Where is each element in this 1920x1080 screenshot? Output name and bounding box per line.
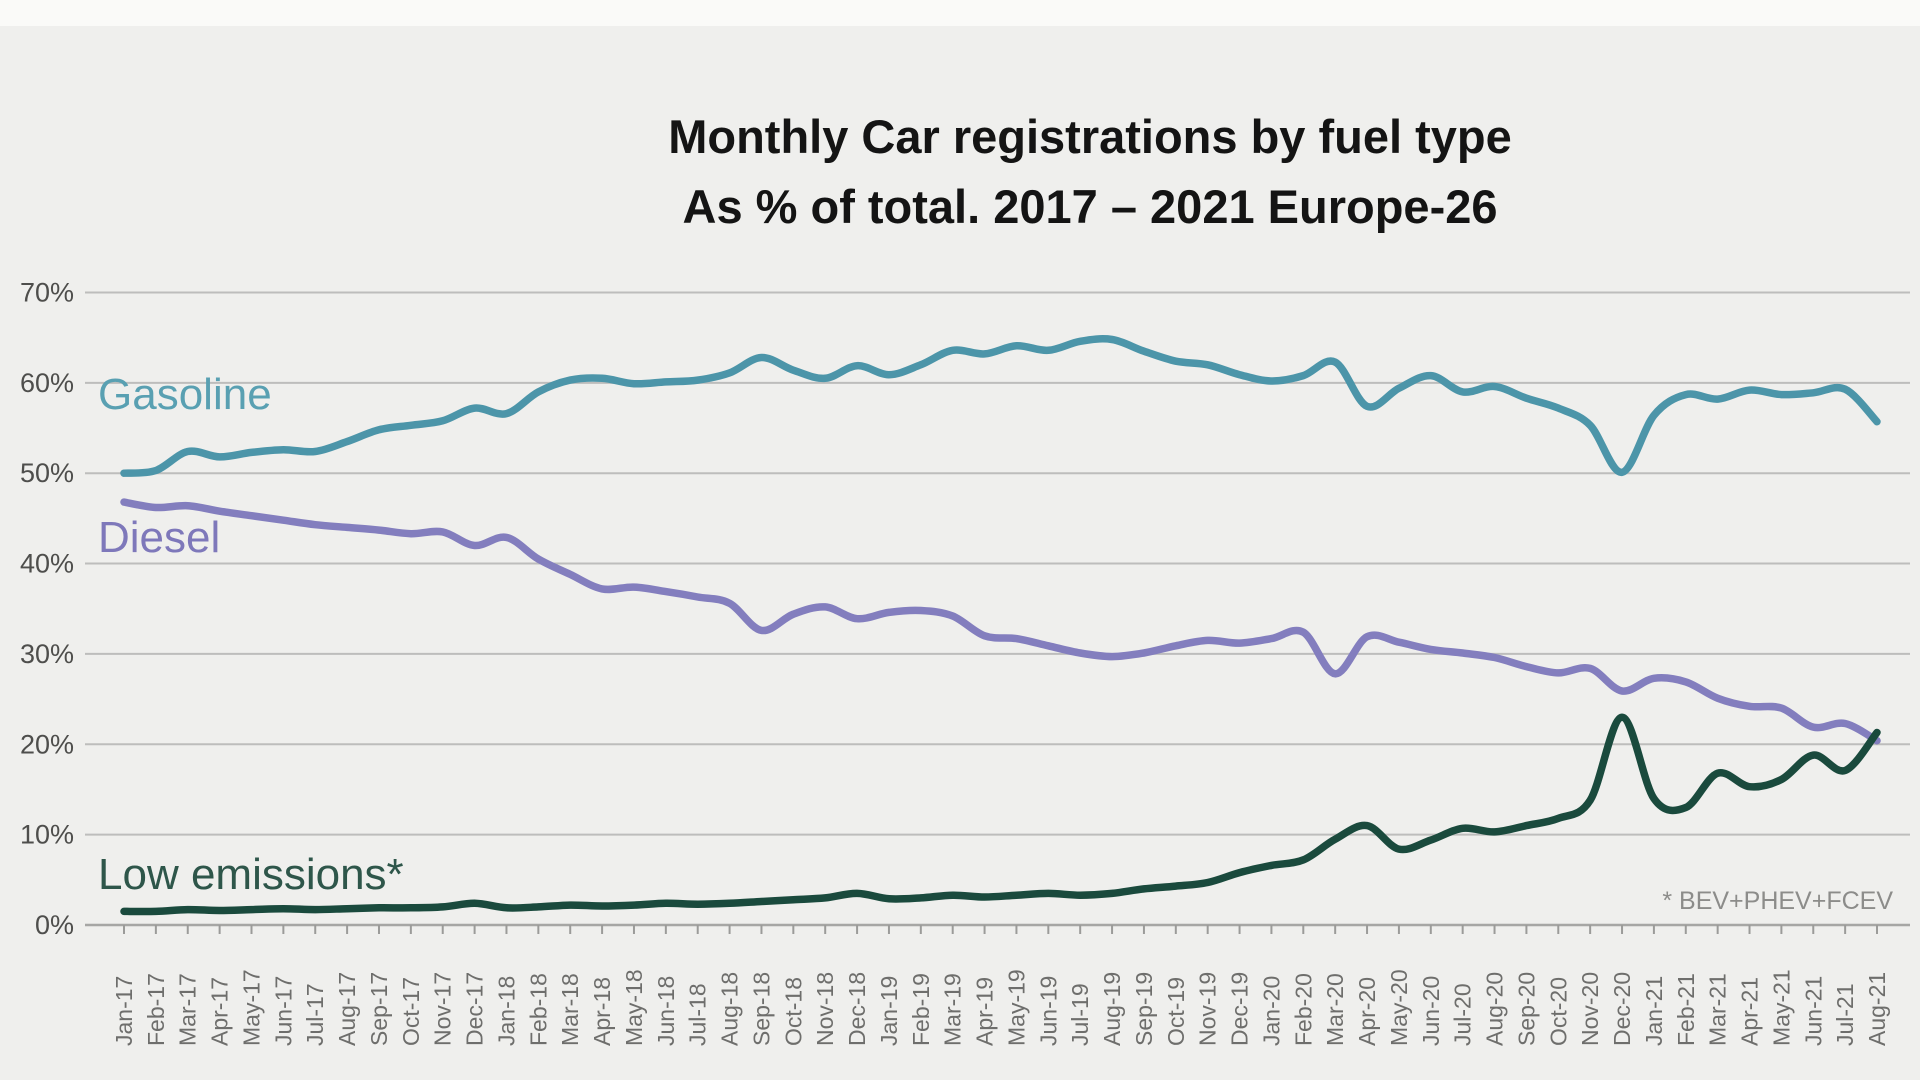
x-tick-label: Jan-19 — [876, 976, 902, 1046]
x-tick-label: Dec-17 — [462, 972, 488, 1046]
legend-label-diesel: Diesel — [98, 513, 220, 562]
x-tick-label: Oct-17 — [398, 977, 424, 1046]
x-tick-label: Feb-20 — [1290, 973, 1316, 1046]
x-tick-label: Mar-18 — [557, 973, 583, 1046]
x-tick-label: Jun-21 — [1800, 976, 1826, 1046]
x-tick-label: May-21 — [1768, 969, 1794, 1046]
legend-label-gasoline: Gasoline — [98, 370, 272, 419]
y-tick-label: 0% — [35, 910, 74, 940]
x-tick-label: May-19 — [1003, 969, 1029, 1046]
chart-title-line2: As % of total. 2017 – 2021 Europe-26 — [682, 180, 1498, 233]
top-margin-strip — [0, 0, 1920, 26]
x-tick-label: Aug-18 — [717, 972, 743, 1046]
x-tick-label: Nov-20 — [1577, 972, 1603, 1046]
x-tick-label: Mar-20 — [1322, 973, 1348, 1046]
x-tick-label: Jul-17 — [302, 983, 328, 1046]
x-tick-label: Jul-18 — [685, 983, 711, 1046]
chart-title: Monthly Car registrations by fuel type A… — [570, 102, 1610, 242]
x-tick-label: May-18 — [621, 969, 647, 1046]
y-tick-label: 10% — [20, 820, 74, 850]
y-tick-label: 70% — [20, 277, 74, 307]
x-tick-label: Jun-17 — [270, 976, 296, 1046]
x-tick-label: Jul-21 — [1832, 983, 1858, 1046]
y-tick-label: 30% — [20, 639, 74, 669]
x-tick-label: Feb-18 — [525, 973, 551, 1046]
series-line-gasoline — [120, 335, 1881, 477]
x-tick-label: Apr-17 — [207, 977, 233, 1046]
x-tick-label: Mar-17 — [175, 973, 201, 1046]
series-line-diesel — [120, 498, 1881, 745]
x-tick-label: Jun-18 — [653, 976, 679, 1046]
x-tick-label: Aug-20 — [1482, 972, 1508, 1046]
legend-label-low-emissions: Low emissions* — [98, 850, 404, 899]
x-tick-label: May-17 — [238, 969, 264, 1046]
y-tick-label: 20% — [20, 729, 74, 759]
x-tick-label: Dec-18 — [844, 972, 870, 1046]
x-tick-label: Apr-20 — [1354, 977, 1380, 1046]
y-axis-labels: 0% 10% 20% 30% 40% 50% 60% 70% — [20, 277, 74, 940]
y-tick-label: 60% — [20, 368, 74, 398]
x-tick-label: Dec-19 — [1227, 972, 1253, 1046]
axis-ticks — [123, 925, 1879, 934]
x-tick-label: Feb-17 — [143, 973, 169, 1046]
x-tick-label: Jul-19 — [1067, 983, 1093, 1046]
x-tick-label: Nov-18 — [812, 972, 838, 1046]
gridlines — [85, 291, 1910, 927]
x-tick-label: Mar-21 — [1705, 973, 1731, 1046]
footnote: * BEV+PHEV+FCEV — [1662, 887, 1893, 915]
x-tick-label: Apr-18 — [589, 977, 615, 1046]
x-tick-label: Jun-20 — [1418, 976, 1444, 1046]
x-tick-label: Jan-21 — [1641, 976, 1667, 1046]
x-tick-label: Mar-19 — [940, 973, 966, 1046]
x-tick-label: Aug-17 — [334, 972, 360, 1046]
x-tick-label: Nov-17 — [430, 972, 456, 1046]
x-tick-label: Feb-21 — [1673, 973, 1699, 1046]
x-axis-labels: Jan-17 Feb-17 Mar-17 Apr-17 May-17 Jun-17 Jul-… — [111, 969, 1890, 1046]
data-series-lines — [120, 335, 1881, 916]
y-tick-label: 40% — [20, 549, 74, 579]
y-tick-label: 50% — [20, 458, 74, 488]
x-tick-label: Dec-20 — [1609, 972, 1635, 1046]
x-tick-label: Jan-18 — [493, 976, 519, 1046]
x-tick-label: Feb-19 — [908, 973, 934, 1046]
x-tick-label: May-20 — [1386, 969, 1412, 1046]
x-tick-label: Jan-17 — [111, 976, 137, 1046]
x-tick-label: Aug-21 — [1864, 972, 1890, 1046]
x-tick-label: Sep-17 — [366, 972, 392, 1046]
x-tick-label: Sep-18 — [748, 972, 774, 1046]
x-tick-label: Jul-20 — [1450, 983, 1476, 1046]
x-tick-label: Nov-19 — [1195, 972, 1221, 1046]
x-tick-label: Sep-19 — [1131, 972, 1157, 1046]
x-tick-label: Sep-20 — [1513, 972, 1539, 1046]
x-tick-label: Aug-19 — [1099, 972, 1125, 1046]
x-tick-label: Jun-19 — [1035, 976, 1061, 1046]
x-tick-label: Apr-21 — [1737, 977, 1763, 1046]
x-tick-label: Oct-20 — [1545, 977, 1571, 1046]
x-tick-label: Jan-20 — [1258, 976, 1284, 1046]
x-tick-label: Oct-18 — [780, 977, 806, 1046]
x-tick-label: Apr-19 — [972, 977, 998, 1046]
chart-title-line1: Monthly Car registrations by fuel type — [668, 110, 1512, 163]
x-tick-label: Oct-19 — [1163, 977, 1189, 1046]
series-line-low-emissions- — [120, 713, 1881, 916]
